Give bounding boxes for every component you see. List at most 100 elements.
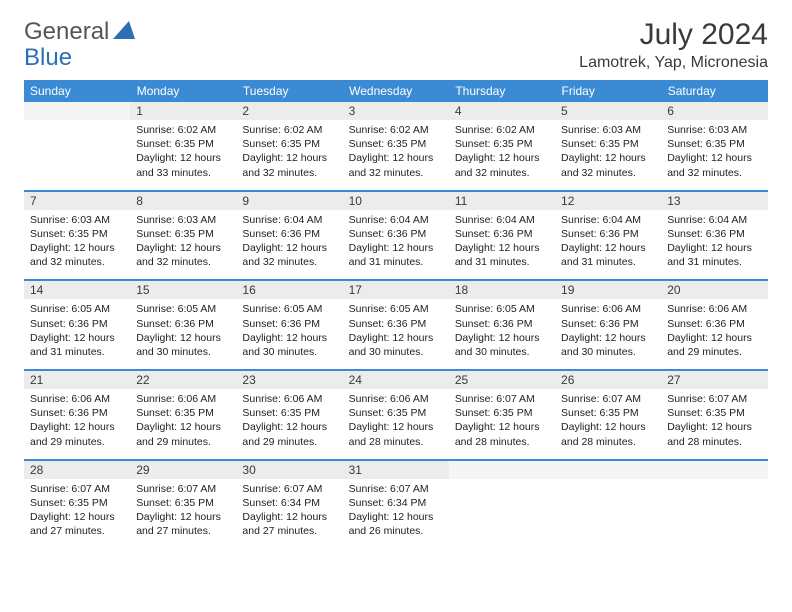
daylight-line: Daylight: 12 hours	[30, 241, 124, 255]
daylight-line: Daylight: 12 hours	[349, 241, 443, 255]
sunset-line: Sunset: 6:36 PM	[349, 317, 443, 331]
day-number: 22	[130, 371, 236, 389]
day-cell: 23Sunrise: 6:06 AMSunset: 6:35 PMDayligh…	[236, 370, 342, 460]
sunrise-line: Sunrise: 6:06 AM	[30, 392, 124, 406]
day-body: Sunrise: 6:02 AMSunset: 6:35 PMDaylight:…	[343, 120, 449, 190]
day-cell: 16Sunrise: 6:05 AMSunset: 6:36 PMDayligh…	[236, 280, 342, 370]
day-body: Sunrise: 6:05 AMSunset: 6:36 PMDaylight:…	[236, 299, 342, 369]
weekday-thursday: Thursday	[449, 80, 555, 102]
calendar-body: 1Sunrise: 6:02 AMSunset: 6:35 PMDaylight…	[24, 102, 768, 548]
daylight-line: Daylight: 12 hours	[455, 331, 549, 345]
sunset-line: Sunset: 6:35 PM	[561, 137, 655, 151]
empty-cell	[24, 102, 130, 191]
daylight-line: and 32 minutes.	[455, 166, 549, 180]
day-cell: 4Sunrise: 6:02 AMSunset: 6:35 PMDaylight…	[449, 102, 555, 191]
weekday-sunday: Sunday	[24, 80, 130, 102]
day-cell: 29Sunrise: 6:07 AMSunset: 6:35 PMDayligh…	[130, 460, 236, 549]
day-body: Sunrise: 6:03 AMSunset: 6:35 PMDaylight:…	[661, 120, 767, 190]
day-number: 8	[130, 192, 236, 210]
day-body: Sunrise: 6:03 AMSunset: 6:35 PMDaylight:…	[24, 210, 130, 280]
sunset-line: Sunset: 6:36 PM	[30, 406, 124, 420]
day-number: 27	[661, 371, 767, 389]
day-number: 31	[343, 461, 449, 479]
day-cell: 14 Sunrise: 6:05 AMSunset: 6:36 PMDayligh…	[24, 280, 130, 370]
sunrise-line: Sunrise: 6:07 AM	[30, 482, 124, 496]
day-cell: 3Sunrise: 6:02 AMSunset: 6:35 PMDaylight…	[343, 102, 449, 191]
day-number: 25	[449, 371, 555, 389]
title-block: July 2024 Lamotrek, Yap, Micronesia	[579, 18, 768, 72]
day-body: Sunrise: 6:04 AMSunset: 6:36 PMDaylight:…	[449, 210, 555, 280]
sunset-line: Sunset: 6:35 PM	[242, 406, 336, 420]
daylight-line: and 31 minutes.	[455, 255, 549, 269]
day-cell: 28Sunrise: 6:07 AMSunset: 6:35 PMDayligh…	[24, 460, 130, 549]
day-cell: 1Sunrise: 6:02 AMSunset: 6:35 PMDaylight…	[130, 102, 236, 191]
weekday-monday: Monday	[130, 80, 236, 102]
day-body: Sunrise: 6:03 AMSunset: 6:35 PMDaylight:…	[130, 210, 236, 280]
sunset-line: Sunset: 6:35 PM	[561, 406, 655, 420]
sunrise-line: Sunrise: 6:02 AM	[455, 123, 549, 137]
day-number: 6	[661, 102, 767, 120]
day-number: 14	[24, 281, 130, 299]
daylight-line: Daylight: 12 hours	[136, 151, 230, 165]
sunset-line: Sunset: 6:36 PM	[30, 317, 124, 331]
day-cell: 27Sunrise: 6:07 AMSunset: 6:35 PMDayligh…	[661, 370, 767, 460]
week-row: 28Sunrise: 6:07 AMSunset: 6:35 PMDayligh…	[24, 460, 768, 549]
day-number: 23	[236, 371, 342, 389]
day-number: 16	[236, 281, 342, 299]
daylight-line: and 31 minutes.	[30, 345, 124, 359]
sunset-line: Sunset: 6:36 PM	[136, 317, 230, 331]
daylight-line: and 31 minutes.	[561, 255, 655, 269]
sunset-line: Sunset: 6:36 PM	[455, 317, 549, 331]
day-number: 20	[661, 281, 767, 299]
daylight-line: Daylight: 12 hours	[136, 331, 230, 345]
day-body: Sunrise: 6:04 AMSunset: 6:36 PMDaylight:…	[236, 210, 342, 280]
day-cell: 10Sunrise: 6:04 AMSunset: 6:36 PMDayligh…	[343, 191, 449, 281]
daylight-line: Daylight: 12 hours	[136, 420, 230, 434]
daylight-line: Daylight: 12 hours	[561, 420, 655, 434]
daylight-line: Daylight: 12 hours	[455, 151, 549, 165]
daylight-line: and 29 minutes.	[30, 435, 124, 449]
daylight-line: and 29 minutes.	[242, 435, 336, 449]
daylight-line: and 26 minutes.	[349, 524, 443, 538]
daylight-line: and 27 minutes.	[136, 524, 230, 538]
daylight-line: Daylight: 12 hours	[667, 151, 761, 165]
logo: General	[24, 18, 137, 46]
sunrise-line: Sunrise: 6:05 AM	[30, 302, 124, 316]
sunset-line: Sunset: 6:35 PM	[455, 406, 549, 420]
daylight-line: and 31 minutes.	[667, 255, 761, 269]
weekday-friday: Friday	[555, 80, 661, 102]
day-body: Sunrise: 6:07 AMSunset: 6:34 PMDaylight:…	[343, 479, 449, 549]
day-cell: 24Sunrise: 6:06 AMSunset: 6:35 PMDayligh…	[343, 370, 449, 460]
daylight-line: and 32 minutes.	[667, 166, 761, 180]
day-body: Sunrise: 6:07 AMSunset: 6:35 PMDaylight:…	[555, 389, 661, 459]
day-cell: 8Sunrise: 6:03 AMSunset: 6:35 PMDaylight…	[130, 191, 236, 281]
daylight-line: Daylight: 12 hours	[242, 241, 336, 255]
daylight-line: Daylight: 12 hours	[349, 510, 443, 524]
daylight-line: and 32 minutes.	[561, 166, 655, 180]
empty-cell	[449, 460, 555, 549]
day-number: 7	[24, 192, 130, 210]
sunset-line: Sunset: 6:36 PM	[349, 227, 443, 241]
day-body: Sunrise: 6:06 AMSunset: 6:36 PMDaylight:…	[24, 389, 130, 459]
sunrise-line: Sunrise: 6:05 AM	[242, 302, 336, 316]
daylight-line: Daylight: 12 hours	[30, 331, 124, 345]
day-body: Sunrise: 6:04 AMSunset: 6:36 PMDaylight:…	[555, 210, 661, 280]
daylight-line: Daylight: 12 hours	[242, 151, 336, 165]
day-cell: 31Sunrise: 6:07 AMSunset: 6:34 PMDayligh…	[343, 460, 449, 549]
day-cell: 20Sunrise: 6:06 AMSunset: 6:36 PMDayligh…	[661, 280, 767, 370]
day-cell: 22Sunrise: 6:06 AMSunset: 6:35 PMDayligh…	[130, 370, 236, 460]
day-number: 17	[343, 281, 449, 299]
daylight-line: Daylight: 12 hours	[349, 331, 443, 345]
day-cell: 21Sunrise: 6:06 AMSunset: 6:36 PMDayligh…	[24, 370, 130, 460]
sunset-line: Sunset: 6:35 PM	[667, 406, 761, 420]
day-number: 30	[236, 461, 342, 479]
weekday-tuesday: Tuesday	[236, 80, 342, 102]
daylight-line: and 27 minutes.	[30, 524, 124, 538]
day-body: Sunrise: 6:07 AMSunset: 6:35 PMDaylight:…	[661, 389, 767, 459]
sunset-line: Sunset: 6:35 PM	[667, 137, 761, 151]
day-body: Sunrise: 6:04 AMSunset: 6:36 PMDaylight:…	[661, 210, 767, 280]
daylight-line: and 32 minutes.	[30, 255, 124, 269]
day-body: Sunrise: 6:05 AMSunset: 6:36 PMDaylight:…	[130, 299, 236, 369]
sunset-line: Sunset: 6:35 PM	[30, 227, 124, 241]
day-cell: 15Sunrise: 6:05 AMSunset: 6:36 PMDayligh…	[130, 280, 236, 370]
